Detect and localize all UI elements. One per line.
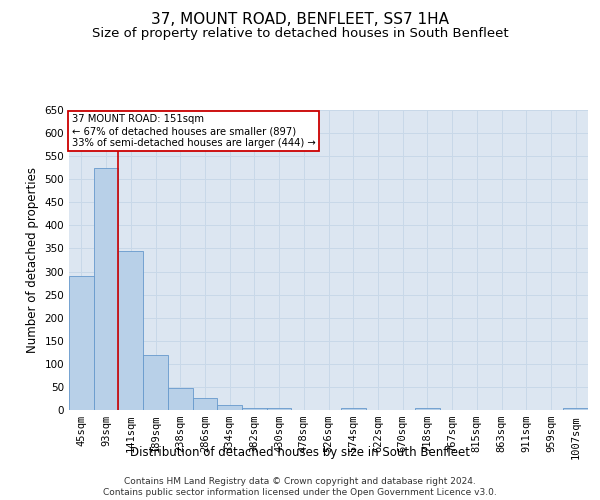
Bar xyxy=(563,408,588,410)
Bar xyxy=(94,168,118,410)
Bar xyxy=(118,251,143,410)
Text: Distribution of detached houses by size in South Benfleet: Distribution of detached houses by size … xyxy=(130,446,470,459)
Text: Contains HM Land Registry data © Crown copyright and database right 2024.: Contains HM Land Registry data © Crown c… xyxy=(124,476,476,486)
Bar xyxy=(193,398,217,410)
Bar xyxy=(415,408,440,410)
Text: Contains public sector information licensed under the Open Government Licence v3: Contains public sector information licen… xyxy=(103,488,497,497)
Bar xyxy=(69,276,94,410)
Bar xyxy=(242,408,267,410)
Y-axis label: Number of detached properties: Number of detached properties xyxy=(26,167,39,353)
Text: Size of property relative to detached houses in South Benfleet: Size of property relative to detached ho… xyxy=(92,28,508,40)
Bar xyxy=(143,354,168,410)
Text: 37 MOUNT ROAD: 151sqm
← 67% of detached houses are smaller (897)
33% of semi-det: 37 MOUNT ROAD: 151sqm ← 67% of detached … xyxy=(71,114,316,148)
Bar xyxy=(217,406,242,410)
Bar xyxy=(341,408,365,410)
Bar xyxy=(168,388,193,410)
Text: 37, MOUNT ROAD, BENFLEET, SS7 1HA: 37, MOUNT ROAD, BENFLEET, SS7 1HA xyxy=(151,12,449,28)
Bar xyxy=(267,408,292,410)
